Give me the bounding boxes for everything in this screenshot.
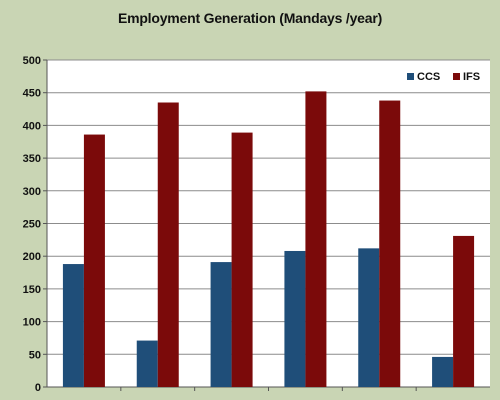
bar-ccs-4: [284, 250, 306, 387]
bar-ccs-1: [62, 264, 84, 387]
bar-ifs-1: [83, 134, 105, 387]
bar-ifs-5: [379, 100, 401, 387]
y-tick-label: 250: [23, 219, 41, 231]
bar-ifs-3: [231, 132, 253, 387]
y-tick-label: 100: [23, 317, 41, 329]
y-tick-label: 50: [29, 349, 41, 361]
legend-swatch-ifs: [453, 73, 460, 80]
y-tick-label: 150: [23, 284, 41, 296]
bar-ifs-4: [305, 91, 327, 387]
y-tick-label: 200: [23, 251, 41, 263]
y-tick-label: 400: [23, 120, 41, 132]
y-tick-label: 500: [23, 55, 41, 67]
chart-title: Employment Generation (Mandays /year): [117, 10, 383, 26]
legend-label-ccs: CCS: [417, 71, 440, 83]
y-tick-label: 350: [23, 153, 41, 165]
bar-ifs-2: [157, 102, 179, 387]
y-tick-label: 450: [23, 88, 41, 100]
bar-ccs-6: [432, 356, 454, 387]
bar-ifs-6: [453, 235, 475, 387]
legend-swatch-ccs: [407, 73, 414, 80]
y-tick-label: 0: [35, 382, 41, 394]
bar-ccs-5: [358, 248, 380, 387]
y-tick-label: 300: [23, 186, 41, 198]
bar-ccs-2: [136, 340, 158, 387]
legend-label-ifs: IFS: [463, 71, 480, 83]
bar-ccs-3: [210, 262, 232, 387]
